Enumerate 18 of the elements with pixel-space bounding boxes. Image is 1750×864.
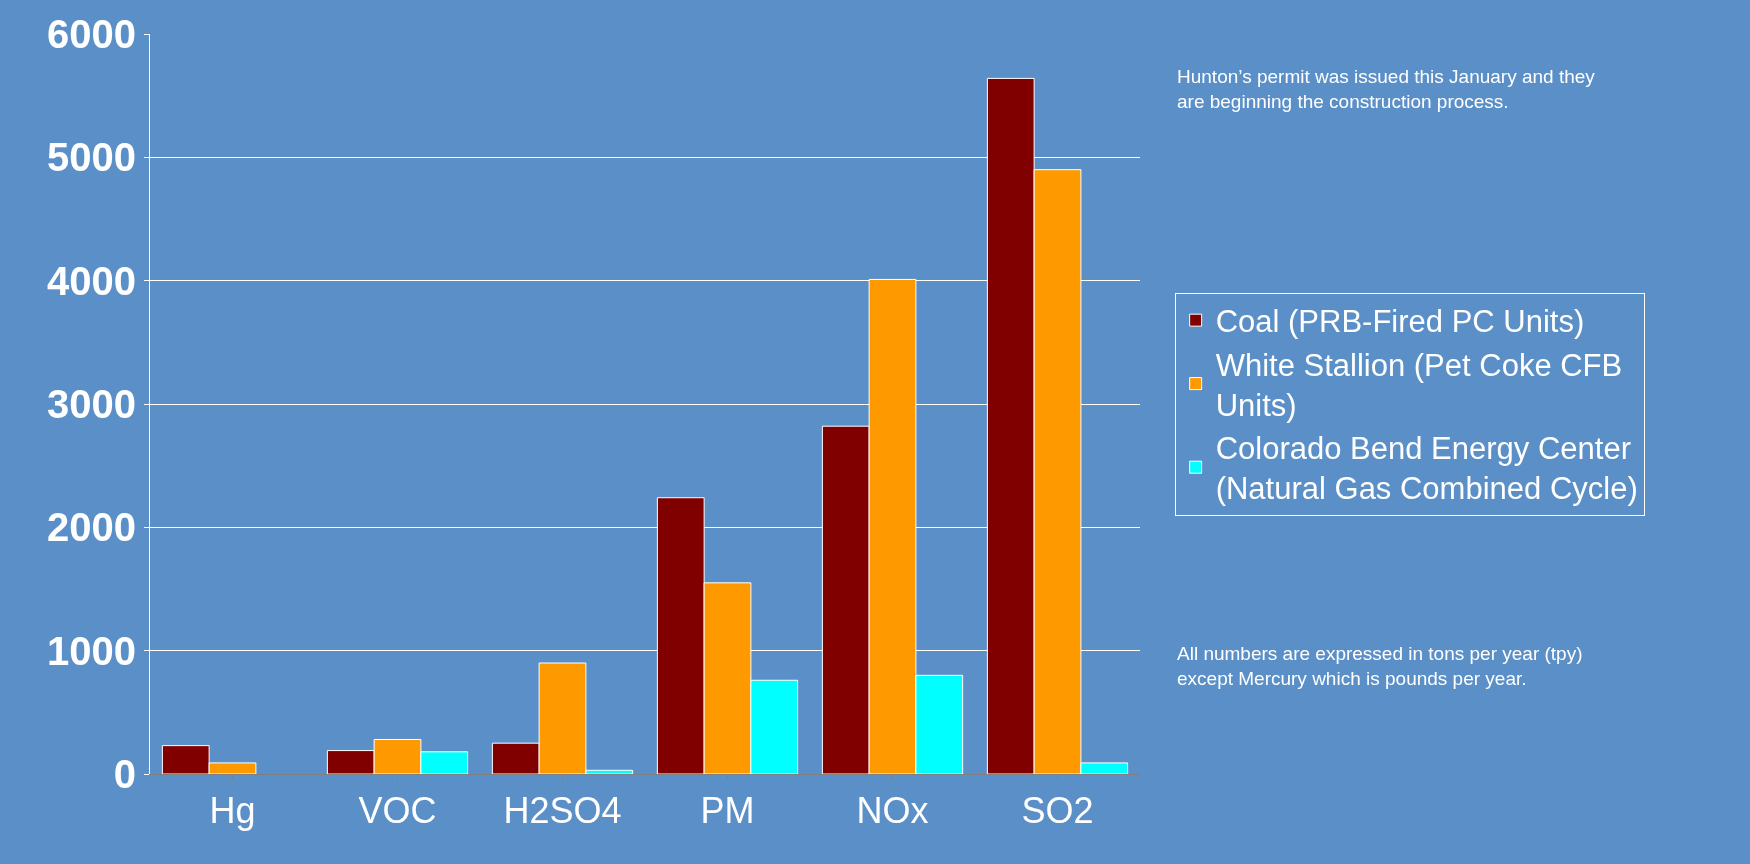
y-tick-label: 3000: [47, 382, 136, 426]
y-tick-label: 4000: [47, 258, 136, 303]
x-tick-label: H2SO4: [503, 790, 622, 832]
y-tick-label: 6000: [47, 12, 136, 56]
x-tick-label: SO2: [1021, 790, 1094, 832]
y-tick-label: 1000: [47, 628, 136, 673]
text: All numbers are expressed in tons per year (tpy) except Mercury which is pounds per year.: [1177, 643, 1583, 689]
legend-label: Coal (PRB-Fired PC Units): [1215, 304, 1585, 340]
text: Hunton’s permit was issued this January and they are beginning the construction process.: [1177, 66, 1596, 112]
y-tick-label: 2000: [47, 505, 136, 550]
x-tick-label: VOC: [358, 790, 437, 832]
x-tick-label: Hg: [209, 790, 256, 832]
legend-label: White Stallion (Pet Coke CFB Units): [1215, 347, 1623, 423]
x-tick-label: PM: [700, 790, 755, 832]
y-tick-label: 0: [113, 752, 136, 796]
x-tick-label: NOx: [856, 790, 929, 832]
y-tick-label: 5000: [47, 135, 136, 180]
legend-label: Colorado Bend Energy Center (Natural Gas Combined Cycle): [1215, 431, 1638, 507]
